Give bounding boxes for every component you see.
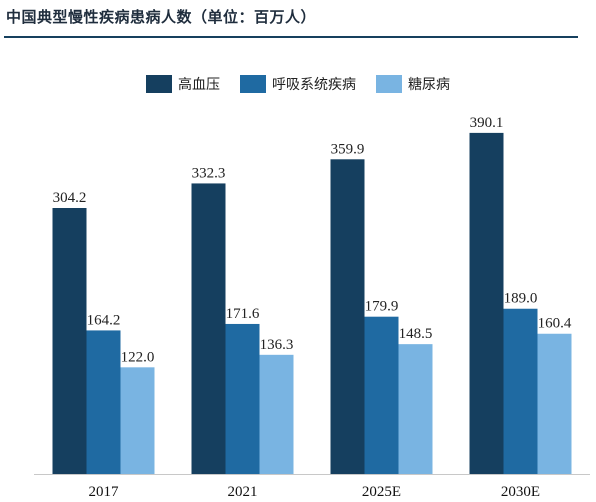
bar-diabetes-2021 [259, 354, 294, 474]
value-label-hypertension-2025E: 359.9 [331, 141, 365, 157]
x-tick-label-2017: 2017 [89, 484, 120, 500]
legend-item-diabetes: 糖尿病 [376, 74, 450, 94]
legend-label-respiratory: 呼吸系统疾病 [272, 77, 356, 93]
value-label-hypertension-2021: 332.3 [192, 165, 226, 181]
bar-hypertension-2021 [191, 183, 226, 474]
value-label-respiratory-2030E: 189.0 [504, 291, 538, 307]
bar-diabetes-2025E [398, 344, 433, 474]
bar-diabetes-2030E [537, 333, 572, 474]
value-label-respiratory-2017: 164.2 [87, 312, 121, 328]
bar-diabetes-2017 [120, 367, 155, 474]
x-tick-label-2021: 2021 [228, 484, 258, 500]
legend-swatch-respiratory [240, 75, 266, 93]
legend-item-hypertension: 高血压 [146, 74, 220, 94]
legend-swatch-diabetes [376, 75, 402, 93]
chart-title: 中国典型慢性疾病患病人数（单位：百万人） [6, 8, 317, 26]
legend-swatch-hypertension [146, 75, 172, 93]
bar-hypertension-2030E [469, 132, 504, 475]
chart-legend: 高血压 呼吸系统疾病 糖尿病 [0, 74, 596, 94]
title-divider [4, 36, 578, 38]
value-label-diabetes-2017: 122.0 [121, 349, 155, 365]
value-label-hypertension-2030E: 390.1 [470, 115, 504, 131]
bar-respiratory-2021 [225, 323, 260, 474]
value-label-diabetes-2021: 136.3 [260, 337, 294, 353]
legend-label-hypertension: 高血压 [178, 77, 220, 93]
value-label-hypertension-2017: 304.2 [53, 190, 87, 206]
legend-label-diabetes: 糖尿病 [408, 77, 450, 93]
value-label-respiratory-2021: 171.6 [226, 306, 260, 322]
legend-item-respiratory: 呼吸系统疾病 [240, 74, 356, 94]
x-tick-label-2025E: 2025E [362, 484, 401, 500]
bar-hypertension-2025E [330, 159, 365, 474]
bar-hypertension-2017 [52, 208, 87, 474]
bar-respiratory-2017 [86, 330, 121, 474]
bar-respiratory-2030E [503, 308, 538, 474]
value-label-diabetes-2030E: 160.4 [538, 316, 572, 332]
x-tick-label-2030E: 2030E [501, 484, 540, 500]
bar-respiratory-2025E [364, 316, 399, 474]
value-label-respiratory-2025E: 179.9 [365, 299, 399, 315]
value-label-diabetes-2025E: 148.5 [399, 326, 433, 342]
